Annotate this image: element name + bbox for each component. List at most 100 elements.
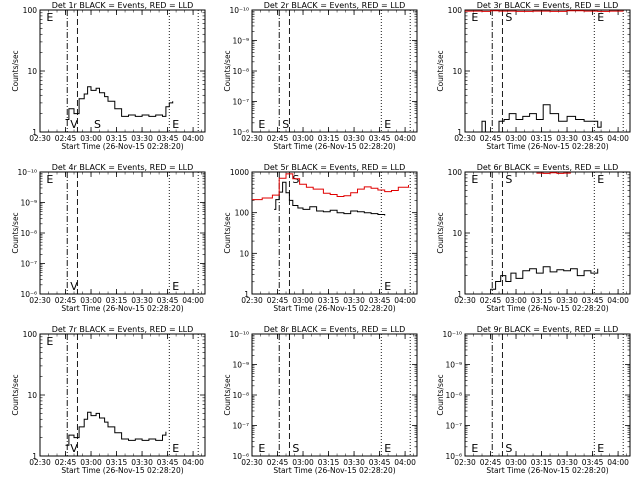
event-marker-e: E — [46, 335, 53, 348]
y-tick-label: 10⁻⁶ — [232, 128, 249, 137]
x-tick-label: 03:45 — [582, 458, 604, 467]
x-tick-label: 03:00 — [292, 296, 314, 305]
x-tick-label: 03:45 — [369, 458, 391, 467]
chart-title: Det 2r BLACK = Events, RED = LLD — [264, 1, 406, 10]
x-tick-label: 02:30 — [241, 458, 263, 467]
lld-series-line — [465, 10, 624, 12]
plot-frame — [251, 171, 418, 295]
event-marker-e: E — [46, 173, 53, 186]
y-tick-label: 10⁻⁶ — [445, 452, 462, 461]
y-tick-label: 10 — [27, 391, 37, 400]
y-tick-label: 10⁻¹⁰ — [17, 168, 37, 177]
y-tick-label: 10⁻¹⁰ — [229, 6, 249, 15]
y-tick-label: 10⁻⁷ — [20, 260, 37, 269]
x-tick-label: 03:45 — [157, 134, 179, 143]
event-marker-s: S — [505, 11, 512, 24]
x-tick-label: 03:15 — [318, 458, 340, 467]
y-tick-label: 10 — [239, 249, 249, 258]
x-tick-label: 03:45 — [157, 296, 179, 305]
event-marker-e: E — [384, 280, 391, 293]
x-tick-label: 03:30 — [556, 458, 578, 467]
x-tick-label: 02:30 — [29, 296, 51, 305]
y-axis-label: Counts/sec — [11, 212, 20, 253]
y-axis-label: Counts/sec — [223, 50, 232, 91]
y-tick-label: 1 — [32, 452, 37, 461]
event-marker-v: V — [70, 118, 78, 131]
chart-title: Det 3r BLACK = Events, RED = LLD — [477, 1, 619, 10]
x-tick-label: 03:45 — [369, 134, 391, 143]
x-axis-label: Start Time (26-Nov-15 02:28:20) — [61, 304, 183, 313]
x-tick-label: 02:30 — [29, 134, 51, 143]
plot-frame — [39, 333, 206, 457]
event-marker-v: V — [70, 442, 78, 455]
chart-panel-7r: Det 7r BLACK = Events, RED = LLD 1 10 100 02… — [11, 325, 206, 475]
event-marker-e: E — [46, 11, 53, 24]
chart-panel-6r: Det 6r BLACK = Events, RED = LLD 1 10 100 02… — [436, 163, 631, 313]
x-tick-label: 03:00 — [505, 296, 527, 305]
x-tick-label: 03:45 — [369, 296, 391, 305]
x-tick-label: 02:30 — [454, 296, 476, 305]
event-marker-e: E — [471, 173, 478, 186]
chart-title: Det 1r BLACK = Events, RED = LLD — [52, 1, 194, 10]
plot-frame — [39, 171, 206, 295]
y-tick-label: 1000 — [230, 168, 249, 177]
events-series-line — [490, 266, 599, 290]
y-axis-label: Counts/sec — [436, 374, 445, 415]
y-axis-label: Counts/sec — [223, 374, 232, 415]
x-tick-label: 02:45 — [480, 458, 502, 467]
chart-panel-2r: Det 2r BLACK = Events, RED = LLD 10⁻⁶ 10⁻⁷… — [223, 1, 418, 151]
plot-frame — [251, 9, 418, 133]
event-marker-e: E — [597, 11, 604, 24]
x-tick-label: 02:45 — [55, 296, 77, 305]
x-tick-label: 03:15 — [106, 296, 128, 305]
chart-title: Det 6r BLACK = Events, RED = LLD — [477, 163, 619, 172]
x-tick-label: 02:45 — [480, 134, 502, 143]
plot-frame — [464, 9, 631, 133]
chart-panel-5r: Det 5r BLACK = Events, RED = LLD 1 10 100 10… — [223, 163, 418, 313]
y-tick-label: 10⁻⁸ — [232, 391, 249, 400]
event-marker-s: S — [94, 118, 101, 131]
event-marker-s: S — [505, 442, 512, 455]
x-tick-label: 04:00 — [182, 296, 204, 305]
y-tick-label: 10⁻⁷ — [445, 422, 462, 431]
x-tick-label: 03:00 — [505, 458, 527, 467]
chart-title: Det 9r BLACK = Events, RED = LLD — [477, 325, 619, 334]
x-axis-label: Start Time (26-Nov-15 02:28:20) — [273, 466, 395, 475]
y-tick-label: 1 — [244, 290, 249, 299]
x-tick-label: 04:00 — [182, 458, 204, 467]
x-tick-label: 03:30 — [556, 134, 578, 143]
y-tick-label: 10⁻⁷ — [232, 98, 249, 107]
chart-title: Det 5r BLACK = Events, RED = LLD — [264, 163, 406, 172]
event-marker-e: E — [597, 442, 604, 455]
x-tick-label: 03:15 — [531, 134, 553, 143]
x-tick-label: 03:30 — [343, 458, 365, 467]
y-axis-label: Counts/sec — [11, 50, 20, 91]
x-tick-label: 03:30 — [131, 458, 153, 467]
y-tick-label: 10⁻⁶ — [20, 290, 37, 299]
x-axis-label: Start Time (26-Nov-15 02:28:20) — [486, 142, 608, 151]
event-marker-e: E — [384, 442, 391, 455]
x-tick-label: 03:30 — [343, 134, 365, 143]
events-series-line — [478, 104, 602, 133]
plot-frame — [39, 9, 206, 133]
lld-series-line — [252, 173, 409, 201]
events-series-line — [274, 181, 386, 216]
x-tick-label: 04:00 — [182, 134, 204, 143]
x-tick-label: 03:00 — [505, 134, 527, 143]
x-tick-label: 03:15 — [106, 134, 128, 143]
x-tick-label: 02:45 — [55, 458, 77, 467]
chart-title: Det 7r BLACK = Events, RED = LLD — [52, 325, 194, 334]
x-tick-label: 02:30 — [241, 296, 263, 305]
y-tick-label: 100 — [23, 330, 38, 339]
event-marker-e: E — [471, 11, 478, 24]
y-tick-label: 10⁻⁹ — [232, 37, 249, 46]
x-axis-label: Start Time (26-Nov-15 02:28:20) — [486, 304, 608, 313]
y-tick-label: 10⁻⁸ — [232, 67, 249, 76]
x-tick-label: 04:00 — [607, 458, 629, 467]
x-axis-label: Start Time (26-Nov-15 02:28:20) — [273, 142, 395, 151]
plot-frame — [464, 171, 631, 295]
x-tick-label: 04:00 — [394, 296, 416, 305]
y-tick-label: 10⁻¹⁰ — [442, 330, 462, 339]
x-tick-label: 03:45 — [582, 296, 604, 305]
y-tick-label: 100 — [448, 6, 463, 15]
